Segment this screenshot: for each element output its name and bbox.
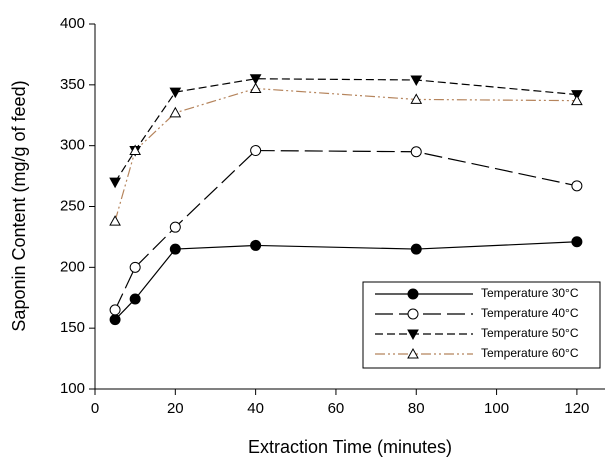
- data-point: [249, 82, 262, 93]
- legend-label: Temperature 30°C: [481, 286, 579, 300]
- x-tick-label: 20: [167, 400, 184, 417]
- data-point: [249, 74, 262, 85]
- data-point: [129, 261, 141, 273]
- y-tick-label: 400: [60, 15, 85, 32]
- x-axis-title: Extraction Time (minutes): [248, 437, 452, 457]
- data-point: [169, 243, 181, 255]
- data-point: [410, 75, 423, 86]
- x-tick-label: 40: [247, 400, 264, 417]
- x-tick-label: 100: [484, 400, 509, 417]
- legend-label: Temperature 50°C: [481, 326, 579, 340]
- data-point: [129, 293, 141, 305]
- series-line: [114, 78, 577, 183]
- data-point: [109, 177, 121, 189]
- legend-marker: [407, 288, 419, 300]
- data-point: [169, 106, 182, 118]
- data-point: [250, 239, 262, 251]
- y-tick-label: 300: [60, 137, 85, 154]
- x-tick-label: 0: [91, 400, 99, 417]
- data-point: [109, 314, 121, 326]
- data-point: [410, 93, 423, 104]
- data-point: [129, 144, 142, 156]
- y-tick-label: 100: [60, 380, 85, 397]
- x-tick-label: 120: [564, 400, 589, 417]
- y-axis-title: Saponin Content (mg/g of feed): [9, 80, 29, 331]
- data-point: [250, 145, 262, 157]
- data-point: [571, 180, 583, 192]
- y-tick-label: 350: [60, 76, 85, 93]
- y-tick-label: 200: [60, 258, 85, 275]
- data-point: [410, 146, 422, 158]
- data-point: [109, 304, 121, 316]
- legend-marker: [407, 329, 419, 341]
- y-tick-label: 250: [60, 197, 85, 214]
- legend-label: Temperature 60°C: [481, 346, 579, 360]
- data-point: [169, 87, 182, 99]
- data-point: [169, 221, 181, 233]
- data-point: [571, 94, 583, 106]
- series-line: [114, 149, 578, 311]
- series-line: [114, 87, 577, 222]
- legend-marker: [407, 347, 419, 359]
- y-tick-label: 150: [60, 319, 85, 336]
- legend-marker: [407, 308, 419, 320]
- legend-label: Temperature 40°C: [481, 306, 579, 320]
- data-point: [109, 215, 121, 226]
- data-point: [571, 236, 583, 248]
- x-tick-label: 80: [408, 400, 425, 417]
- data-point: [410, 243, 422, 255]
- x-tick-label: 60: [328, 400, 345, 417]
